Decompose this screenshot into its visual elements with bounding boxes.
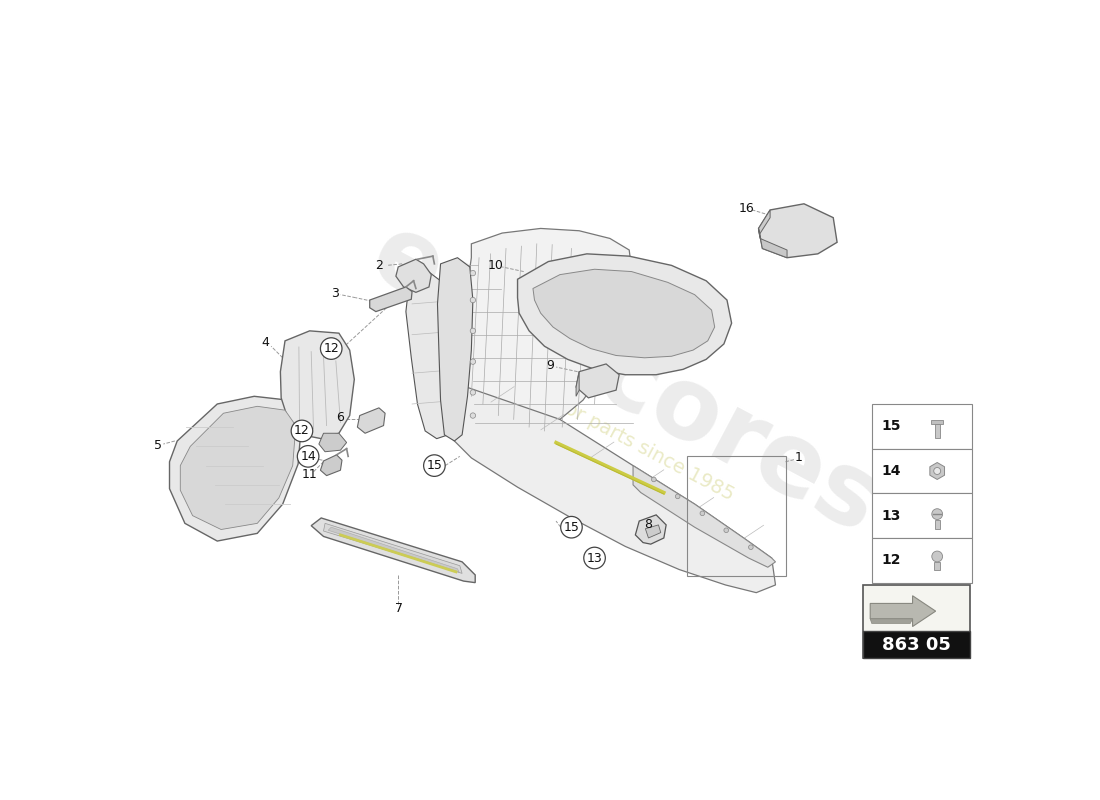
Polygon shape <box>759 210 770 234</box>
Circle shape <box>584 547 605 569</box>
Text: 14: 14 <box>300 450 316 463</box>
Polygon shape <box>438 258 473 441</box>
Text: 3: 3 <box>331 286 339 300</box>
Bar <box>871 538 972 582</box>
Text: 9: 9 <box>546 359 553 372</box>
Text: 6: 6 <box>337 411 344 424</box>
Polygon shape <box>576 372 580 396</box>
Circle shape <box>932 551 943 562</box>
Polygon shape <box>406 270 464 438</box>
Circle shape <box>470 328 475 334</box>
Polygon shape <box>319 434 346 452</box>
Circle shape <box>700 511 705 516</box>
Polygon shape <box>634 466 775 567</box>
Bar <box>862 585 970 658</box>
Polygon shape <box>358 408 385 434</box>
Circle shape <box>934 467 940 474</box>
Circle shape <box>932 509 943 519</box>
Circle shape <box>724 528 728 533</box>
Polygon shape <box>930 462 945 479</box>
Text: 4: 4 <box>262 336 270 349</box>
Polygon shape <box>576 364 619 398</box>
Text: 14: 14 <box>881 464 901 478</box>
Polygon shape <box>636 515 667 544</box>
Circle shape <box>470 413 475 418</box>
Bar <box>935 519 939 529</box>
Bar <box>686 456 785 576</box>
Polygon shape <box>759 204 837 258</box>
Text: 8: 8 <box>645 518 652 530</box>
Polygon shape <box>370 287 412 312</box>
Polygon shape <box>169 396 301 541</box>
Polygon shape <box>328 527 459 572</box>
Text: 15: 15 <box>881 419 901 434</box>
Text: 13: 13 <box>881 509 901 522</box>
Text: 15: 15 <box>563 521 580 534</box>
Text: 12: 12 <box>294 425 310 438</box>
Text: 16: 16 <box>739 202 755 215</box>
Text: 2: 2 <box>375 259 383 272</box>
Polygon shape <box>180 406 296 530</box>
Polygon shape <box>759 229 788 258</box>
Circle shape <box>297 446 319 467</box>
Text: 1: 1 <box>794 451 803 464</box>
Circle shape <box>470 359 475 364</box>
Polygon shape <box>870 619 913 623</box>
Text: a passion for parts since 1985: a passion for parts since 1985 <box>468 350 737 505</box>
Bar <box>871 404 972 449</box>
Text: 12: 12 <box>323 342 339 355</box>
Circle shape <box>470 298 475 302</box>
Bar <box>871 494 972 538</box>
Text: 15: 15 <box>427 459 442 472</box>
Circle shape <box>561 517 582 538</box>
Polygon shape <box>323 523 462 574</box>
Circle shape <box>470 270 475 276</box>
Text: 863 05: 863 05 <box>882 636 950 654</box>
Circle shape <box>292 420 312 442</box>
Text: 7: 7 <box>395 602 403 615</box>
Bar <box>871 449 972 494</box>
Text: 13: 13 <box>586 551 603 565</box>
Text: 5: 5 <box>154 439 162 452</box>
Bar <box>935 424 939 438</box>
Text: 10: 10 <box>488 259 504 272</box>
Polygon shape <box>449 385 776 593</box>
Circle shape <box>651 477 656 482</box>
Polygon shape <box>280 331 354 438</box>
Circle shape <box>320 338 342 359</box>
Polygon shape <box>311 518 475 582</box>
Polygon shape <box>534 270 715 358</box>
Circle shape <box>749 545 754 550</box>
Polygon shape <box>646 525 661 538</box>
Bar <box>934 562 940 570</box>
Circle shape <box>675 494 680 498</box>
Polygon shape <box>460 229 634 441</box>
Polygon shape <box>396 259 431 292</box>
Circle shape <box>424 455 446 476</box>
Text: 11: 11 <box>301 468 318 482</box>
Text: 12: 12 <box>881 554 901 567</box>
Polygon shape <box>931 420 944 424</box>
Circle shape <box>470 390 475 395</box>
Polygon shape <box>320 455 342 476</box>
Polygon shape <box>870 596 936 626</box>
Bar <box>862 631 970 658</box>
Polygon shape <box>517 254 732 374</box>
Text: eurocores: eurocores <box>354 206 896 555</box>
